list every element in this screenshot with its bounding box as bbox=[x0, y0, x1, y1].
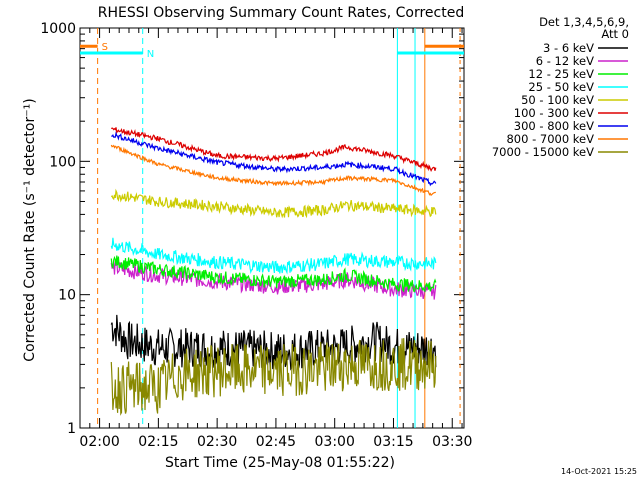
series-line bbox=[110, 338, 437, 416]
legend-label: 100 - 300 keV bbox=[514, 106, 594, 120]
x-axis-label: Start Time (25-May-08 01:55:22) bbox=[165, 455, 395, 471]
plot-frame bbox=[79, 27, 465, 429]
orbit-marker-label: N bbox=[147, 49, 154, 60]
legend-label: 300 - 800 keV bbox=[514, 119, 594, 133]
legend-label: 25 - 50 keV bbox=[528, 80, 594, 94]
y-tick-label: 1 bbox=[67, 421, 76, 437]
x-tick-label: 02:00 bbox=[79, 434, 119, 450]
legend-label: 800 - 7000 keV bbox=[506, 132, 594, 146]
legend-label: 50 - 100 keV bbox=[521, 93, 594, 107]
y-axis-label: Corrected Count Rate (s⁻¹ detector⁻¹) bbox=[22, 98, 38, 361]
series-line bbox=[110, 144, 436, 197]
date-stamp: 14-Oct-2021 15:25 bbox=[561, 467, 637, 476]
series-line bbox=[110, 314, 437, 371]
x-tick-label: 02:15 bbox=[138, 434, 178, 450]
series-line bbox=[111, 131, 437, 187]
series-line bbox=[110, 255, 437, 293]
series-line bbox=[110, 188, 437, 219]
series-line bbox=[110, 237, 437, 275]
x-tick-label: 02:45 bbox=[256, 434, 296, 450]
x-tick-label: 02:30 bbox=[197, 434, 237, 450]
x-tick-label: 03:00 bbox=[315, 434, 355, 450]
y-tick-label: 1000 bbox=[40, 21, 76, 37]
legend-label: 6 - 12 keV bbox=[536, 54, 594, 68]
legend-label: 12 - 25 keV bbox=[528, 67, 594, 81]
plot-area: 1 10 100 1000 02:00 02:15 02:30 02:45 03:00 03:15… bbox=[40, 21, 472, 450]
series-line bbox=[110, 260, 437, 300]
x-tick-label: 03:30 bbox=[432, 434, 472, 450]
legend-label: 3 - 6 keV bbox=[543, 41, 594, 55]
legend-header: Det 1,3,4,5,6,9, bbox=[539, 15, 629, 29]
y-tick-label: 100 bbox=[49, 154, 76, 170]
x-tick-label: 03:15 bbox=[373, 434, 413, 450]
legend-attenuator: Att 0 bbox=[601, 27, 629, 41]
orbit-marker-label: S bbox=[102, 42, 108, 53]
series-line bbox=[110, 127, 437, 173]
legend-label: 7000 - 15000 keV bbox=[492, 145, 594, 159]
chart-title: RHESSI Observing Summary Count Rates, Co… bbox=[98, 5, 464, 21]
y-tick-label: 10 bbox=[58, 288, 76, 304]
